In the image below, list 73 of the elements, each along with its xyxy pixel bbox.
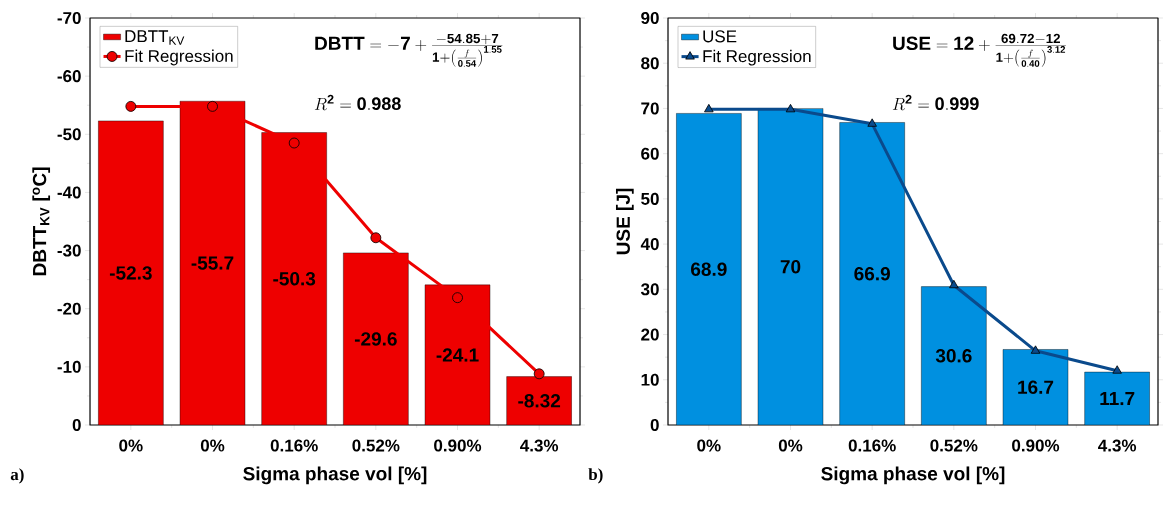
y-tick-label: -50 [57,128,81,141]
bar [1084,371,1150,425]
y-tick-label: -60 [57,70,81,83]
point [452,292,463,304]
x-tick-label: 0% [778,439,803,452]
point [207,100,218,112]
legend-label: Fit Regression [703,49,811,66]
annotation: $R^{\mathbf{2}} = \mathbf{0.999}$ [892,94,979,111]
x-tick-label: 0% [200,439,225,452]
data-label: 30.6 [935,349,972,363]
y-tick-label: 40 [640,238,659,251]
bar [758,108,823,425]
bar [676,113,742,425]
x-tick-label: 4.3% [1098,439,1137,452]
point [867,118,877,127]
y-axis-title: DBTT$_{KV}$ [$^{o}$C] [32,167,51,276]
data-label: 66.9 [854,267,890,281]
point [1030,345,1041,354]
y-tick-label: 50 [641,192,659,205]
data-label: 16.7 [1018,380,1054,394]
y-tick-label: -10 [57,360,81,373]
point [288,137,300,149]
y-tick-label: 60 [641,147,659,160]
x-tick-label: 0% [119,439,143,452]
text: b) [588,468,603,484]
y-tick-label: 0 [650,418,659,432]
y-tick-label: 90 [641,11,659,25]
point [704,103,714,113]
data-label: -55.7 [191,256,234,270]
x-tick-label: 0.16% [848,439,896,452]
data-label: 11.7 [1100,392,1135,406]
y-tick-label: 10 [641,373,659,386]
y-tick-label: 20 [641,328,659,341]
y-tick-label: -20 [57,302,81,315]
bar [921,286,987,425]
x-tick-label: 0.90% [1012,439,1060,452]
y-tick-label: -70 [57,11,81,25]
y-tick-label: 0 [72,418,81,432]
point [370,232,382,244]
data-label: -8.32 [518,394,561,408]
y-axis-title: USE [J] [615,188,634,255]
y-tick-label: 30 [640,283,659,296]
annotation: $R^{\mathbf{2}} = \mathbf{0.988}$ [314,94,401,111]
data-label: -24.1 [436,348,479,362]
annotation: $\mathbf{USE} = \mathbf{12} + \frac{\mathbf{69.72 - 12}}{\mathbf{1} + \left(\frac{f}{\mathbf{0.40}}\right)^{\mathbf{3.12}}}$ [893,33,1066,67]
x-axis-title: Sigma phase vol [%] [243,466,427,485]
data-label: 70 [780,259,801,274]
x-tick-label: 0.90% [434,439,482,452]
point [125,100,137,112]
annotation: $\mathbf{DBTT} = \mathbf{-7} + \frac{\mathbf{-54.85 + 7}}{\mathbf{1} + \left(\frac{f}{\mathbf{0.54}}\right)^{\mathbf{1.55}}}$ [315,33,503,67]
legend-label: DBTT$_{KV}$ [125,30,185,45]
x-tick-label: 0.52% [930,439,978,452]
data-label: -29.6 [354,332,397,346]
x-tick-label: 0.16% [270,439,318,452]
legend-label: Fit Regression [125,49,233,66]
y-tick-label: 70 [641,102,659,115]
x-tick-label: 0% [697,439,721,452]
x-tick-label: 4.3% [520,439,559,452]
point [785,103,796,113]
point [1112,365,1122,374]
x-axis-title: Sigma phase vol [%] [821,466,1005,485]
y-tick-label: -30 [57,244,81,257]
data-label: -50.3 [273,272,316,286]
x-tick-label: 0.52% [352,439,400,452]
bar [839,122,905,425]
point [533,368,545,380]
point [949,279,959,289]
data-label: 68.9 [691,262,727,276]
data-label: -52.3 [109,266,152,280]
y-tick-label: 80 [641,57,659,70]
text: a) [10,468,24,484]
legend-label: USE [703,30,737,43]
y-tick-label: -40 [57,186,81,199]
